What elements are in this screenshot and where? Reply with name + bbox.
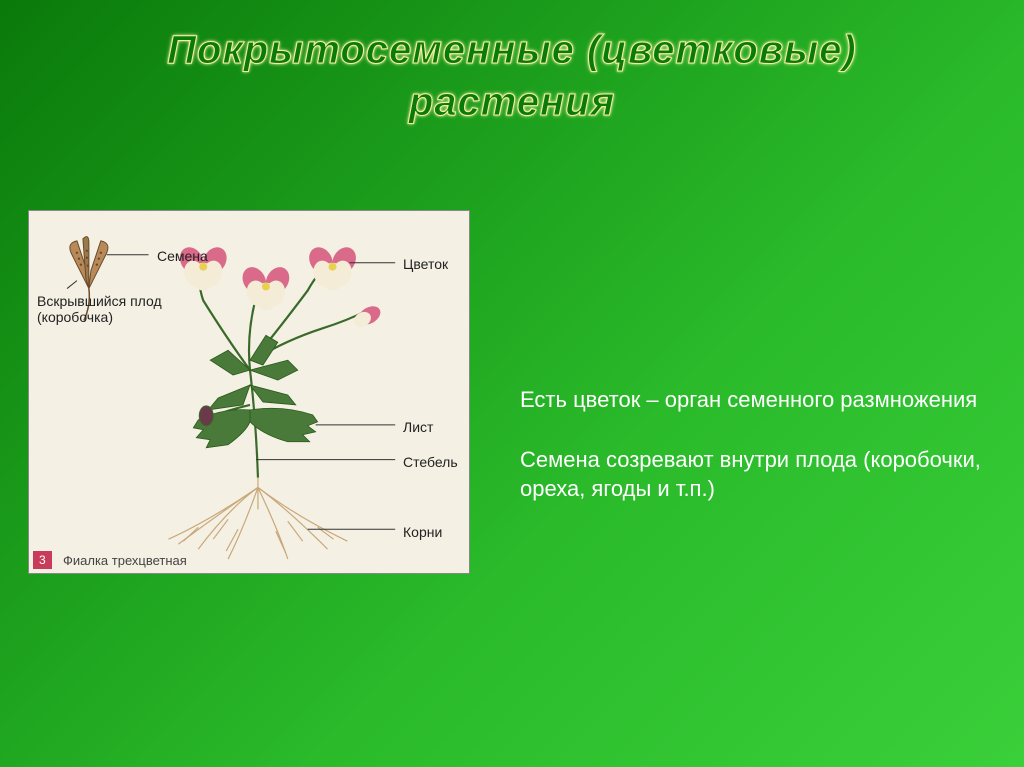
label-seeds: Семена (157, 248, 208, 264)
body-paragraph-1: Есть цветок – орган семенного размножени… (520, 385, 990, 415)
body-text: Есть цветок – орган семенного размножени… (520, 385, 990, 534)
title-line-2: растения (409, 80, 615, 124)
plant-diagram: Семена Вскрывшийся плод (коробочка) Цвет… (28, 210, 470, 574)
label-flower: Цветок (403, 256, 448, 272)
label-leaf: Лист (403, 419, 433, 435)
caption-text: Фиалка трехцветная (63, 553, 187, 568)
label-roots: Корни (403, 524, 442, 540)
caption-number: 3 (33, 551, 52, 569)
label-fruit: Вскрывшийся плод (коробочка) (37, 293, 162, 325)
title-line-1: Покрытосеменные (цветковые) (167, 28, 856, 72)
label-stem: Стебель (403, 454, 458, 470)
slide-title: Покрытосеменные (цветковые) растения (0, 0, 1024, 128)
body-paragraph-2: Семена созревают внутри плода (коробочки… (520, 445, 990, 504)
